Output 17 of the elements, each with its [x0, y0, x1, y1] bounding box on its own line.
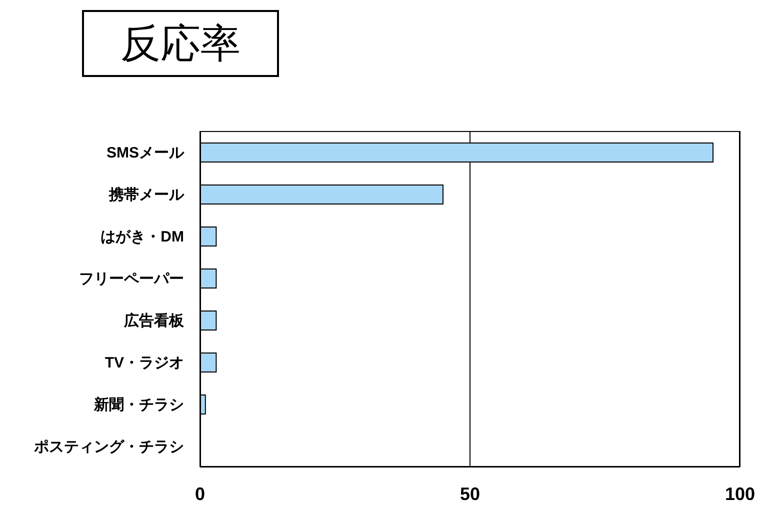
x-tick-label: 50 [460, 484, 480, 504]
y-tick-label: フリーペーパー [79, 270, 184, 288]
chart-title: 反応率 [82, 10, 279, 77]
x-tick-label: 100 [724, 484, 756, 504]
bar [200, 226, 217, 246]
y-tick-label: TV・ラジオ [104, 354, 184, 372]
y-tick-label: 新聞・チラシ [93, 395, 184, 414]
y-tick-label: はがき・DM [100, 228, 184, 246]
y-tick-label: 広告看板 [123, 311, 185, 330]
y-tick-label: ポスティング・チラシ [33, 438, 184, 456]
x-tick-label: 0 [194, 484, 206, 504]
bar [200, 268, 217, 288]
bar [200, 184, 444, 204]
y-tick-label: 携帯メール [108, 186, 185, 204]
bar [200, 352, 217, 372]
y-tick-label: SMSメール [106, 144, 185, 162]
bar [200, 310, 217, 330]
